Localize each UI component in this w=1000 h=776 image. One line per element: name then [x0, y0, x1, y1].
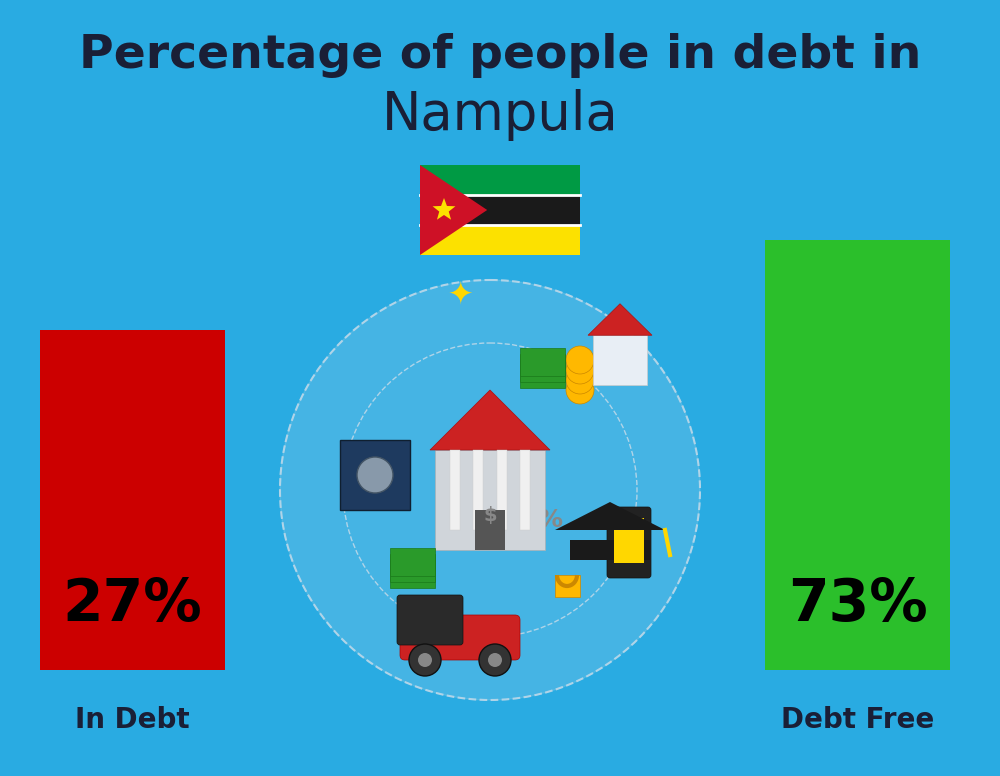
- Circle shape: [418, 653, 432, 667]
- Bar: [520, 450, 530, 530]
- Text: %: %: [538, 508, 562, 532]
- Text: Debt Free: Debt Free: [781, 706, 934, 734]
- Text: ✦: ✦: [447, 280, 473, 310]
- Bar: [520, 354, 565, 382]
- Bar: [475, 510, 505, 550]
- Bar: [340, 440, 410, 510]
- Bar: [420, 225, 580, 255]
- Text: Percentage of people in debt in: Percentage of people in debt in: [79, 33, 921, 78]
- Circle shape: [566, 376, 594, 404]
- Polygon shape: [570, 540, 650, 560]
- Circle shape: [488, 653, 502, 667]
- Bar: [40, 330, 225, 670]
- FancyBboxPatch shape: [397, 595, 463, 645]
- Polygon shape: [433, 198, 455, 220]
- Bar: [520, 348, 565, 376]
- Bar: [520, 360, 565, 388]
- Bar: [420, 195, 580, 225]
- Bar: [450, 450, 460, 530]
- Polygon shape: [280, 280, 700, 700]
- Bar: [765, 240, 950, 670]
- Circle shape: [479, 644, 511, 676]
- Polygon shape: [588, 303, 652, 335]
- Circle shape: [409, 644, 441, 676]
- FancyBboxPatch shape: [400, 615, 520, 660]
- FancyBboxPatch shape: [607, 507, 651, 578]
- Bar: [390, 560, 435, 588]
- Polygon shape: [420, 165, 487, 255]
- Text: 27%: 27%: [63, 577, 202, 633]
- Text: Nampula: Nampula: [382, 89, 618, 141]
- Circle shape: [566, 366, 594, 394]
- Bar: [555, 575, 580, 597]
- Polygon shape: [430, 390, 550, 450]
- Bar: [390, 548, 435, 576]
- Bar: [497, 450, 507, 530]
- Circle shape: [566, 356, 594, 384]
- Text: 73%: 73%: [788, 577, 927, 633]
- Bar: [593, 335, 647, 385]
- Bar: [473, 450, 483, 530]
- Bar: [614, 518, 644, 563]
- Bar: [435, 450, 545, 550]
- Bar: [390, 554, 435, 582]
- Polygon shape: [555, 502, 665, 530]
- Text: In Debt: In Debt: [75, 706, 190, 734]
- Bar: [420, 165, 580, 195]
- Circle shape: [357, 457, 393, 493]
- Text: $: $: [483, 505, 497, 525]
- Circle shape: [566, 346, 594, 374]
